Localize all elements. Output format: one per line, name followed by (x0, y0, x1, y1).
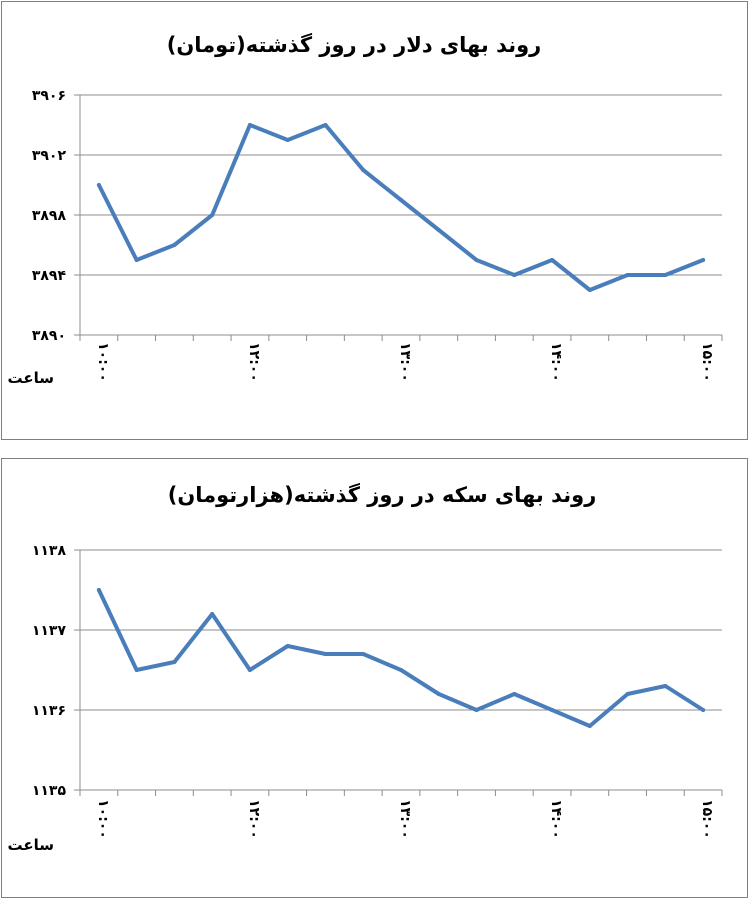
series-line (96, 588, 706, 728)
y-tick-label: ۱۱۳۵ (32, 783, 67, 799)
coin-chart: روند بهای سکه در روز گذشته(هزارتومان) ۱۱۳… (7, 482, 723, 854)
series-line (96, 123, 706, 292)
data-point (512, 273, 517, 277)
data-point (361, 652, 366, 656)
data-point (285, 138, 290, 142)
x-tick-label: ۱۵:۰۰ (699, 342, 715, 382)
x-tick-label: ۱۴:۰۰ (548, 342, 564, 382)
dollar-chart-panel: روند بهای دلار در روز گذشته(تومان) ۳۸۹۰ ۳۸… (1, 1, 748, 440)
data-point (172, 660, 177, 664)
chart-title: روند بهای سکه در روز گذشته(هزارتومان) (168, 482, 597, 507)
data-point (361, 168, 366, 172)
x-tick-label: ۱۰:۰۰ (95, 799, 111, 839)
coin-chart-panel: روند بهای سکه در روز گذشته(هزارتومان) ۱۱۳… (1, 458, 748, 898)
data-point (96, 183, 101, 187)
y-tick-label: ۳۹۰۲ (32, 148, 67, 164)
y-tick-label: ۱۱۳۸ (32, 543, 67, 559)
data-point (399, 198, 403, 202)
x-tick-label: ۱۰:۰۰ (95, 342, 111, 382)
data-point (701, 708, 706, 712)
data-point (172, 243, 177, 247)
x-tick-label: ۱۵:۰۰ (699, 799, 715, 839)
x-tick-label: ۱۴:۰۰ (548, 799, 564, 839)
data-point (701, 258, 706, 262)
x-tick-label: ۱۲:۰۰ (246, 342, 262, 382)
data-point (285, 644, 290, 648)
data-point (587, 724, 592, 728)
chart-title: روند بهای دلار در روز گذشته(تومان) (167, 32, 542, 57)
data-point (399, 668, 403, 672)
y-tick-label: ۳۹۰۶ (32, 88, 66, 104)
y-tick-label: ۱۱۳۷ (32, 623, 67, 639)
data-point (96, 588, 101, 592)
data-point (550, 708, 555, 712)
x-tick-label: ۱۳:۰۰ (397, 799, 413, 839)
data-point (550, 258, 555, 262)
y-tick-label: ۳۸۹۴ (32, 268, 67, 284)
y-tick-label: ۳۸۹۸ (32, 208, 67, 224)
dollar-chart: روند بهای دلار در روز گذشته(تومان) ۳۸۹۰ ۳۸… (7, 32, 723, 387)
data-point (210, 612, 215, 616)
data-point (247, 123, 252, 127)
data-point (134, 258, 139, 262)
data-point (436, 692, 441, 696)
data-point (134, 668, 139, 672)
data-point (663, 684, 668, 688)
y-tick-label: ۳۸۹۰ (32, 328, 66, 344)
data-point (587, 288, 592, 292)
data-point (663, 273, 668, 277)
data-point (210, 213, 215, 217)
data-point (625, 273, 630, 277)
data-point (512, 692, 517, 696)
x-tick-label: ۱۳:۰۰ (397, 342, 413, 382)
data-point (247, 668, 252, 672)
x-tick-label: ۱۲:۰۰ (246, 799, 262, 839)
data-point (474, 258, 479, 262)
x-axis-label: ساعت (7, 369, 54, 387)
data-point (436, 228, 441, 232)
data-point (323, 123, 328, 127)
x-axis-label: ساعت (7, 836, 54, 854)
data-point (474, 708, 479, 712)
y-tick-label: ۱۱۳۶ (32, 703, 66, 719)
data-point (625, 692, 630, 696)
data-point (323, 652, 328, 656)
